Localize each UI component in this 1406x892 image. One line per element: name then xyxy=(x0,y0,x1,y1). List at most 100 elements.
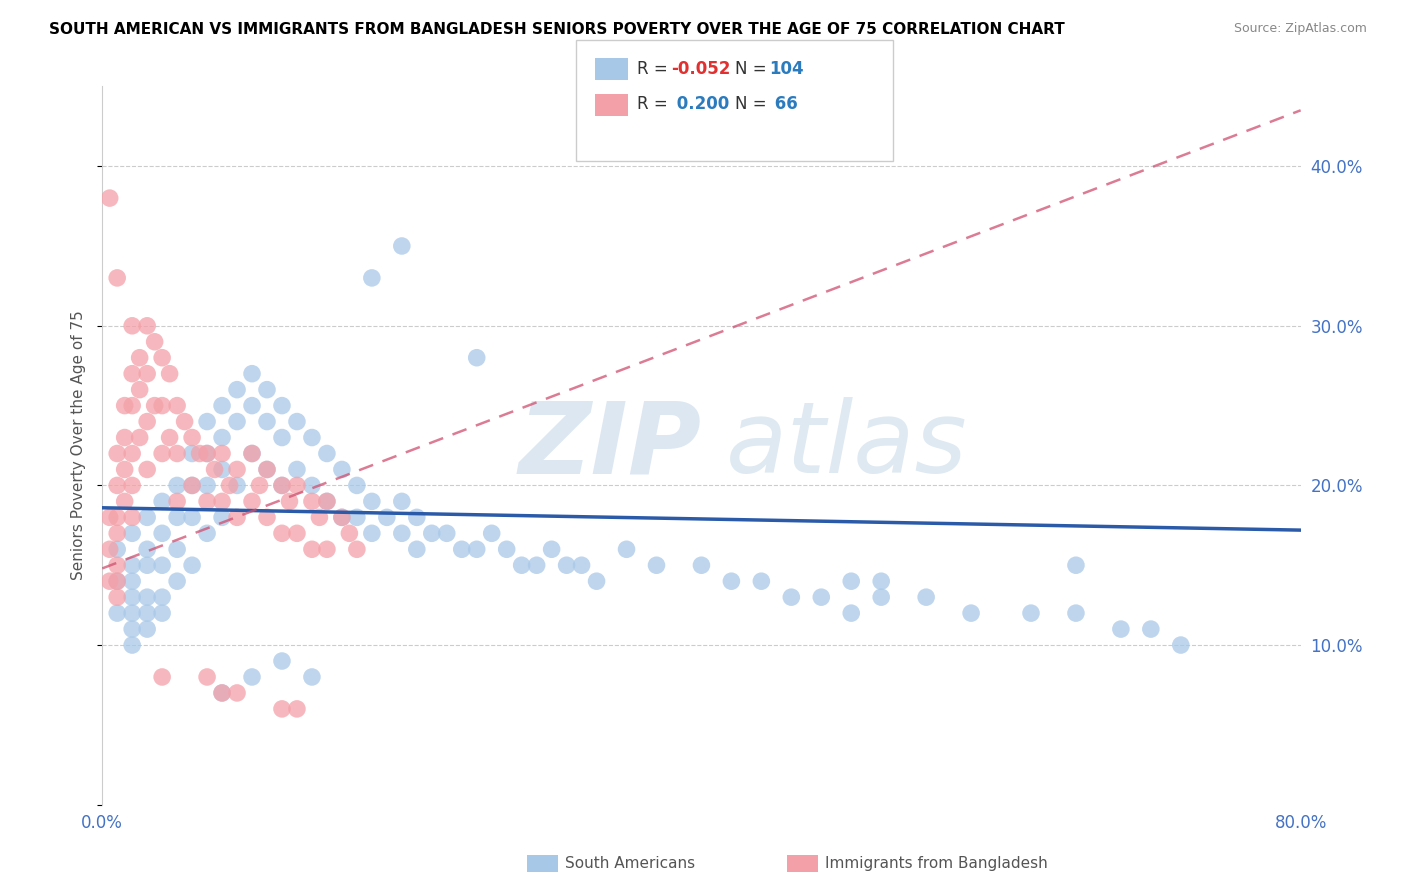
Text: 66: 66 xyxy=(769,95,797,113)
Point xyxy=(240,446,263,460)
Point xyxy=(285,462,308,476)
Point xyxy=(173,415,195,429)
Point xyxy=(616,542,638,557)
Point xyxy=(136,367,159,381)
Point xyxy=(271,702,294,716)
Point xyxy=(751,574,773,589)
Point xyxy=(346,542,368,557)
Point xyxy=(166,510,188,524)
Point xyxy=(510,558,533,573)
Point xyxy=(98,574,121,589)
Point xyxy=(150,606,173,620)
Point xyxy=(301,670,323,684)
Point xyxy=(1170,638,1192,652)
Point xyxy=(98,510,121,524)
Point xyxy=(128,431,150,445)
Point xyxy=(105,574,128,589)
Point xyxy=(285,526,308,541)
Point xyxy=(121,478,143,492)
Point xyxy=(136,606,159,620)
Point xyxy=(256,510,278,524)
Point xyxy=(330,510,353,524)
Point xyxy=(391,494,413,508)
Point xyxy=(360,494,382,508)
Point xyxy=(405,542,427,557)
Point xyxy=(226,462,249,476)
Point xyxy=(301,478,323,492)
Point xyxy=(870,590,893,604)
Point xyxy=(450,542,472,557)
Point xyxy=(121,606,143,620)
Point xyxy=(181,446,204,460)
Point xyxy=(211,446,233,460)
Point xyxy=(226,415,249,429)
Point xyxy=(810,590,832,604)
Point xyxy=(114,494,136,508)
Point xyxy=(121,526,143,541)
Point xyxy=(226,510,249,524)
Point xyxy=(391,239,413,253)
Point xyxy=(316,494,339,508)
Point xyxy=(1109,622,1132,636)
Point xyxy=(166,574,188,589)
Point xyxy=(240,446,263,460)
Point xyxy=(204,462,226,476)
Point xyxy=(339,526,361,541)
Point xyxy=(121,446,143,460)
Point xyxy=(839,606,862,620)
Point xyxy=(181,510,204,524)
Point xyxy=(166,494,188,508)
Text: Immigrants from Bangladesh: Immigrants from Bangladesh xyxy=(825,856,1047,871)
Point xyxy=(330,510,353,524)
Text: N =: N = xyxy=(735,60,772,78)
Point xyxy=(105,446,128,460)
Point xyxy=(249,478,271,492)
Point xyxy=(195,446,218,460)
Point xyxy=(121,558,143,573)
Point xyxy=(915,590,938,604)
Point xyxy=(301,542,323,557)
Point xyxy=(211,686,233,700)
Point xyxy=(181,478,204,492)
Point xyxy=(540,542,562,557)
Point xyxy=(465,351,488,365)
Point xyxy=(114,462,136,476)
Point xyxy=(780,590,803,604)
Point xyxy=(218,478,240,492)
Point xyxy=(150,351,173,365)
Point xyxy=(526,558,548,573)
Point xyxy=(98,191,121,205)
Point xyxy=(211,494,233,508)
Point xyxy=(360,271,382,285)
Point xyxy=(150,446,173,460)
Text: Source: ZipAtlas.com: Source: ZipAtlas.com xyxy=(1233,22,1367,36)
Point xyxy=(571,558,593,573)
Point xyxy=(195,415,218,429)
Point xyxy=(128,351,150,365)
Point xyxy=(121,622,143,636)
Point xyxy=(195,526,218,541)
Point xyxy=(226,478,249,492)
Point xyxy=(360,526,382,541)
Text: 104: 104 xyxy=(769,60,804,78)
Point xyxy=(375,510,398,524)
Point xyxy=(121,510,143,524)
Point xyxy=(136,318,159,333)
Point xyxy=(159,431,181,445)
Point xyxy=(105,271,128,285)
Point xyxy=(150,590,173,604)
Point xyxy=(690,558,713,573)
Point xyxy=(181,478,204,492)
Point xyxy=(301,494,323,508)
Point xyxy=(271,431,294,445)
Point xyxy=(136,590,159,604)
Point xyxy=(143,334,166,349)
Point xyxy=(271,399,294,413)
Point xyxy=(105,590,128,604)
Point xyxy=(150,670,173,684)
Point xyxy=(136,622,159,636)
Point xyxy=(1019,606,1042,620)
Point xyxy=(150,558,173,573)
Point xyxy=(166,478,188,492)
Point xyxy=(211,399,233,413)
